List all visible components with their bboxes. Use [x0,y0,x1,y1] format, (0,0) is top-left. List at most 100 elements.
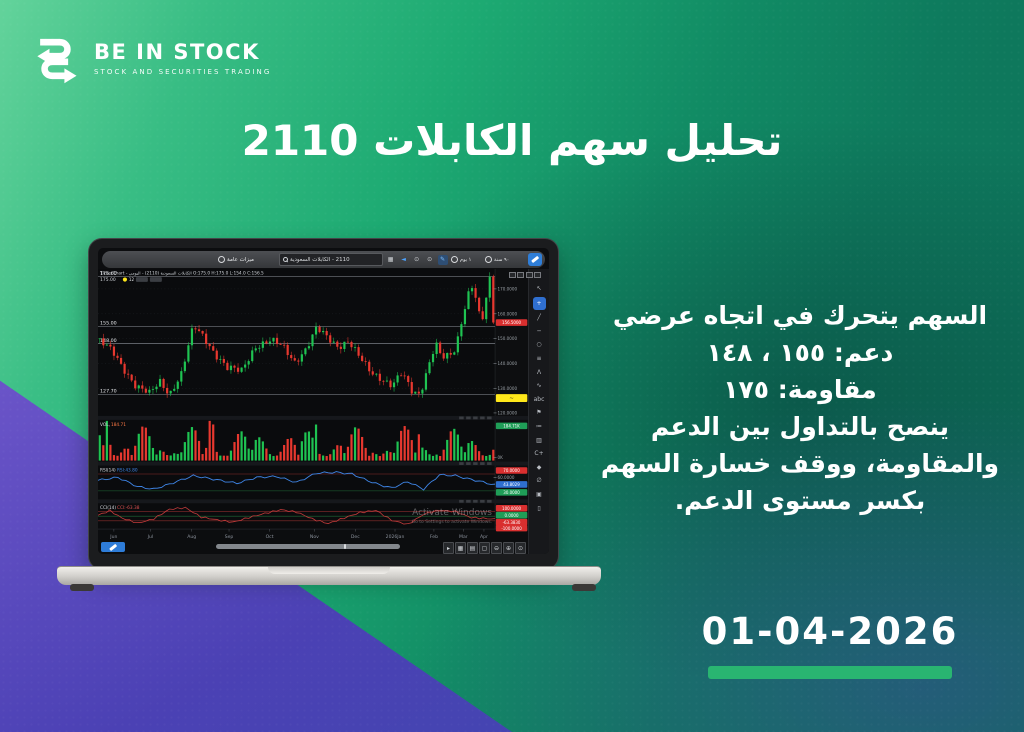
ellipse-icon[interactable]: ○ [536,341,542,349]
chart-scrollbar[interactable] [216,544,400,549]
scrollbar-thumb[interactable] [344,544,346,549]
laptop-foot [70,584,94,591]
svg-text:RSI(14): RSI(14) [100,468,116,474]
page-title: تحليل سهم الكابلات 2110 [241,116,783,165]
play-icon[interactable]: ◄ [401,255,406,263]
cursor-icon[interactable]: ↖ [536,285,542,292]
svg-text:60.0000: 60.0000 [498,475,515,480]
trash-icon[interactable]: ▯ [537,504,541,512]
analysis-line: السهم يتحرك في اتجاه عرضي [612,301,988,330]
trading-app-window: ميزات عامة 2110 - الكابلات السعودية ▦ ◄ … [98,248,549,554]
brush-icon[interactable]: ◆ [536,463,542,471]
rsi-panel [98,471,496,492]
date-block: 01-04-2026 [700,610,960,653]
svg-text:100.0000: 100.0000 [502,506,521,511]
svg-text:175.00: 175.00 [100,271,117,277]
svg-text:2026Jan: 2026Jan [386,534,405,540]
svg-text:140.0000: 140.0000 [498,361,518,366]
svg-text:Jun: Jun [109,534,117,540]
alert-bell-icon [122,277,128,282]
features-menu[interactable]: ميزات عامة [217,254,276,265]
interval-chip[interactable]: ١ يوم [450,254,483,265]
svg-text:RSI:43.80: RSI:43.80 [117,468,138,474]
features-icon [217,256,225,263]
svg-text:CCI:-63.38: CCI:-63.38 [117,505,140,511]
date-text: 01-04-2026 [701,610,959,653]
svg-text:Sep: Sep [225,534,234,540]
flag-icon[interactable]: ⚑ [536,409,542,417]
range-label: ٩٠ سنة [494,256,510,263]
laptop-foot [572,584,596,591]
features-label: ميزات عامة [226,256,254,263]
zoom-reset-button[interactable]: ⊙ [515,542,526,554]
svg-text:-100.0000: -100.0000 [501,526,522,531]
zoom-out-button[interactable]: ⊖ [491,542,502,554]
indicators-icon[interactable]: ≔ [536,422,542,430]
svg-text:148.00: 148.00 [100,338,117,344]
hide-icon[interactable]: ∅ [536,477,542,485]
chart-canvas[interactable]: 175.00 155.00 148.00 127.70 170.0000 160.0000… [98,269,528,541]
draw-highlight-icon[interactable]: ✎ [437,254,448,265]
cci-panel [98,506,496,525]
svg-text:155.00: 155.00 [100,321,117,327]
svg-text:VOL,: VOL, [100,422,110,428]
symbol-search-value: 2110 - الكابلات السعودية [289,256,350,263]
candlestick-series [98,272,495,398]
frame-button[interactable]: ▢ [479,542,490,554]
grid-icon[interactable]: ▦ [387,255,394,263]
svg-text:-63.3830: -63.3830 [503,520,521,525]
svg-text:Jul: Jul [147,534,154,540]
horizontal-line-icon[interactable]: ─ [537,327,541,335]
svg-text:Nov: Nov [310,534,319,540]
svg-text:184.71: 184.71 [111,422,126,428]
svg-text:0K: 0K [498,455,504,460]
panels-button[interactable]: ▤ [467,542,478,554]
draw-mode-button[interactable] [528,253,542,266]
range-icon [485,256,493,263]
pencil-icon [531,256,539,263]
svg-text:130.0000: 130.0000 [498,386,518,391]
lock-icon[interactable]: ▣ [536,490,542,498]
laptop-screen: ميزات عامة 2110 - الكابلات السعودية ▦ ◄ … [88,238,559,570]
volume-series [98,420,495,461]
wave-icon[interactable]: ∿ [536,382,542,390]
svg-text:Apr: Apr [480,534,488,540]
drawing-tools-sidebar: ↖ + ╱ ─ ○ ≡ Λ ∿ abc ⚑ ≔ ▥ C+ ◆ ∅ ▣ ▯ [528,269,549,554]
compare-icon[interactable]: C+ [534,450,544,458]
text-tool-icon[interactable]: abc [533,395,545,403]
chart-bottom-bar: ▸ ▦ ▤ ▢ ⊖ ⊕ ⊙ [98,541,528,554]
fibonacci-icon[interactable]: ≡ [536,354,542,362]
quick-draw-button[interactable] [101,542,125,552]
refresh-icon[interactable]: ⊙ [427,255,433,263]
search-icon [282,257,288,263]
svg-text:Dec: Dec [351,534,360,540]
zoom-in-button[interactable]: ⊕ [503,542,514,554]
svg-text:TickerChart - الكابلات السعودي: TickerChart - الكابلات السعودية (2110) -… [99,270,264,276]
mdi-window-controls[interactable] [508,272,541,278]
range-chip[interactable]: ٩٠ سنة [485,254,525,265]
svg-text:Oct: Oct [266,534,274,540]
svg-text:150.0000: 150.0000 [498,336,518,341]
analysis-line: بكسر مستوى الدعم. [674,486,926,515]
highlighted-tool-badge [495,394,528,403]
pattern-icon[interactable]: Λ [536,368,542,376]
symbol-search-input[interactable]: 2110 - الكابلات السعودية [278,253,383,266]
chart-svg: 175.00 155.00 148.00 127.70 170.0000 160.0000… [98,269,528,541]
zoom-buttons: ▸ ▦ ▤ ▢ ⊖ ⊕ ⊙ [443,542,526,554]
play-button[interactable]: ▸ [443,542,454,554]
analysis-line: مقاومة: ١٧٥ [723,375,877,404]
chart-type-icon[interactable]: ▥ [536,436,542,444]
analysis-line: ينصح بالتداول بين الدعم [650,412,950,441]
svg-text:156.5000: 156.5000 [502,320,521,325]
target-icon[interactable]: ⊙ [414,255,420,263]
svg-text:CCI(14): CCI(14) [100,505,116,511]
crosshair-icon[interactable]: + [532,296,546,310]
analysis-line: دعم: ١٥٥ ، ١٤٨ [706,338,894,367]
trendline-icon[interactable]: ╱ [537,314,541,322]
analysis-text: السهم يتحرك في اتجاه عرضي دعم: ١٥٥ ، ١٤٨… [588,297,1012,519]
svg-text:30.0000: 30.0000 [503,490,520,495]
brand-tagline: STOCK AND SECURITIES TRADING [94,68,272,76]
grid-button[interactable]: ▦ [455,542,466,554]
svg-text:Feb: Feb [430,534,438,540]
svg-text:184.71K: 184.71K [503,424,520,429]
